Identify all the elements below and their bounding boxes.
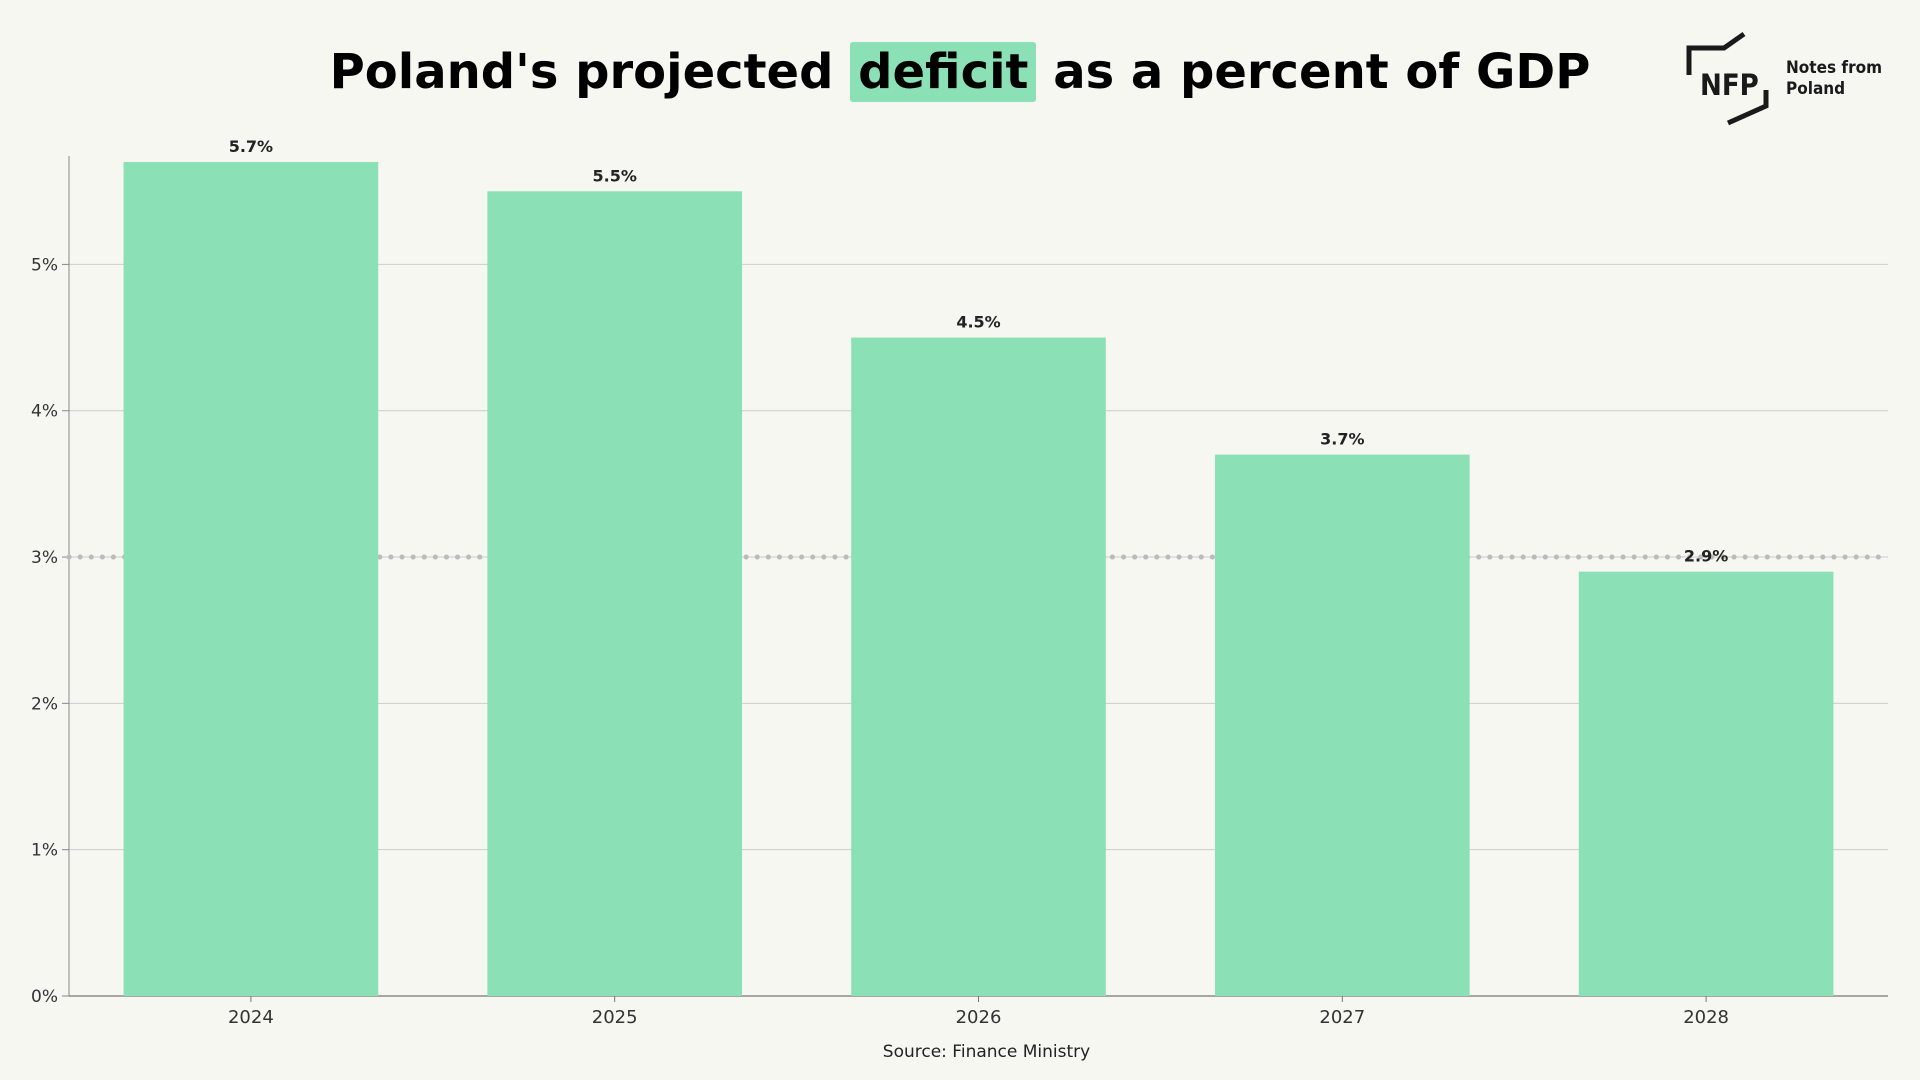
logo-bracket-top: [1686, 31, 1746, 75]
chart-title: Poland's projected deficit as a percent …: [0, 42, 1920, 102]
y-tick-label: 1%: [31, 841, 58, 861]
y-tick-label: 0%: [31, 987, 58, 1007]
x-tick-label: 2026: [956, 1007, 1002, 1028]
bar-2027: [1214, 454, 1470, 996]
title-highlight: deficit: [850, 42, 1037, 102]
x-tick-label: 2028: [1683, 1007, 1729, 1028]
x-tick-label: 2024: [228, 1007, 274, 1028]
nfp-logo: NFP Notes from Poland: [1686, 30, 1886, 130]
labels: 0% 1% 2% 3% 4% 5% 5.7% 2024 5.5% 2025 4.5% 2026 3.7%…: [31, 137, 1729, 1028]
y-tick-label: 5%: [31, 255, 58, 275]
logo-line-1: Notes from: [1786, 58, 1883, 78]
data-label: 5.5%: [593, 166, 637, 185]
data-label: 4.5%: [956, 313, 1000, 332]
nfp-logo-mark: NFP: [1686, 31, 1769, 126]
bar-2025: [487, 191, 743, 996]
data-label: 5.7%: [229, 137, 273, 156]
y-tick-label: 2%: [31, 694, 58, 714]
x-tick-label: 2027: [1319, 1007, 1365, 1028]
bar-2024: [123, 162, 379, 996]
bar-chart: 0% 1% 2% 3% 4% 5% 5.7% 2024 5.5% 2025 4.5% 2026 3.7%…: [31, 137, 1891, 1028]
bar-2028: [1578, 571, 1834, 996]
y-tick-label: 3%: [31, 548, 58, 568]
bar-2026: [851, 337, 1106, 996]
bars: [123, 162, 1834, 996]
logo-wordmark: Notes from Poland: [1786, 58, 1886, 100]
source-note: Source: Finance Ministry: [882, 1042, 1091, 1062]
y-tick-label: 4%: [31, 402, 58, 422]
title-prefix: Poland's projected: [329, 44, 851, 100]
logo-mark-text: NFP: [1700, 68, 1759, 102]
logo-bracket-bottom: [1726, 90, 1769, 126]
x-tick-label: 2025: [592, 1007, 638, 1028]
data-label: 2.9%: [1684, 547, 1728, 566]
title-suffix: as a percent of GDP: [1036, 44, 1591, 100]
logo-line-2: Poland: [1786, 79, 1846, 99]
data-label: 3.7%: [1320, 430, 1364, 449]
